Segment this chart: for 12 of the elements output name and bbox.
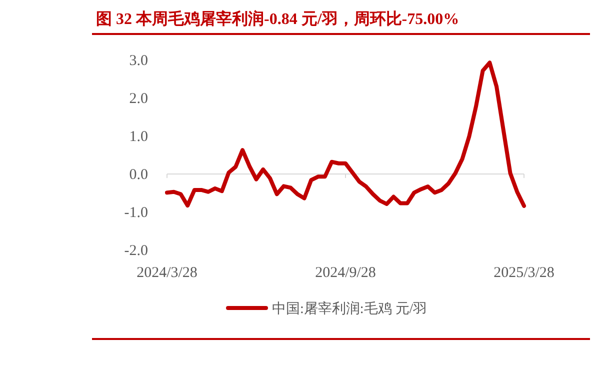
y-tick-label: 0.0: [129, 167, 148, 183]
y-tick-label: -1.0: [124, 205, 148, 221]
x-tick-label: 2025/3/28: [494, 265, 554, 281]
y-tick-label: -2.0: [124, 243, 148, 259]
y-tick-label: 1.0: [129, 129, 148, 145]
line-series: [165, 60, 526, 208]
y-tick-label: 2.0: [129, 91, 148, 107]
y-tick-label: 3.0: [129, 53, 148, 69]
legend-label: 中国:屠宰利润:毛鸡 元/羽: [272, 301, 428, 317]
x-tick-label: 2024/3/28: [136, 265, 198, 281]
x-tick-label: 2024/9/28: [315, 265, 376, 281]
chart-title: 图 32 本周毛鸡屠宰利润-0.84 元/羽，周环比-75.00%: [96, 9, 460, 28]
